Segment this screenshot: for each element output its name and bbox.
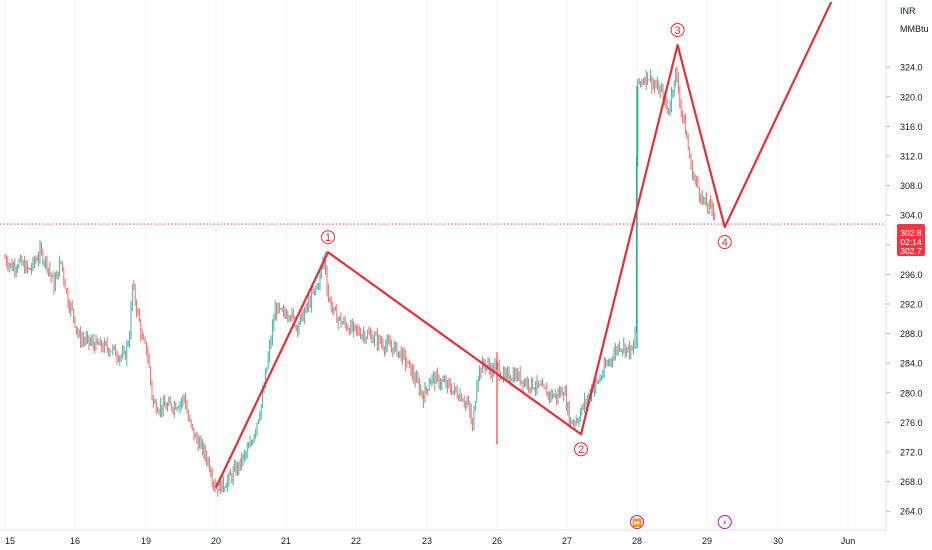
x-tick-label: 22 [351, 536, 361, 546]
x-tick-label: Jun [841, 536, 856, 546]
y-tick-label: 276.0 [900, 418, 923, 428]
unit-label: MMBtu [900, 24, 929, 34]
x-tick-label: 29 [702, 536, 712, 546]
bar-countdown: 02:14 [900, 237, 922, 247]
x-tick-label: 21 [281, 536, 291, 546]
wave-label-circle [717, 235, 732, 250]
x-tick-label: 16 [70, 536, 80, 546]
y-tick-label: 272.0 [900, 448, 923, 458]
y-tick-label: 288.0 [900, 329, 923, 339]
wave-path[interactable] [215, 1, 833, 488]
y-tick-label: 308.0 [900, 181, 923, 191]
y-tick-label: 264.0 [900, 507, 923, 517]
wave-label-1[interactable]: 1 [321, 230, 335, 245]
last-price-tag: 302.8 02:14 302.7 [897, 224, 925, 256]
currency-label: INR [900, 6, 916, 16]
x-tick-label: 19 [141, 536, 151, 546]
y-tick-label: 316.0 [900, 122, 923, 132]
wave-label-text: 1 [325, 232, 331, 244]
y-tick-label: 320.0 [900, 92, 923, 102]
wave-label-circle [321, 230, 335, 245]
flash-icon[interactable]: ⚡ [717, 515, 732, 529]
replay-icon-ring [630, 515, 644, 529]
wave-label-4[interactable]: 4 [717, 235, 732, 250]
y-tick-label: 324.0 [900, 63, 923, 73]
x-tick-label: 27 [562, 536, 572, 546]
wave-label-circle [670, 23, 685, 37]
price-axis[interactable]: INR MMBtu [885, 0, 932, 550]
wave-label-2[interactable]: 2 [574, 442, 588, 457]
y-tick-label: 296.0 [900, 270, 923, 280]
x-tick-label: 15 [5, 536, 15, 546]
y-tick-label: 284.0 [900, 359, 923, 369]
wave-label-text: 2 [578, 444, 584, 456]
flash-icon-glyph: ⚡ [722, 519, 728, 528]
x-tick-label: 26 [492, 536, 502, 546]
elliott-wave-drawing[interactable]: 12345 [215, 0, 838, 488]
wave-label-circle [574, 442, 588, 457]
y-tick-label: 280.0 [900, 388, 923, 398]
wave-label-text: 4 [722, 237, 728, 249]
y-tick-label: 304.0 [900, 211, 923, 221]
replay-icon-glyph: ⏩ [632, 518, 642, 528]
bid-price-value: 302.7 [900, 246, 922, 256]
time-axis-markers[interactable]: ⏩ ⚡ [630, 515, 732, 529]
last-price-value: 302.8 [900, 228, 922, 238]
y-tick-label: 312.0 [900, 152, 923, 162]
x-tick-label: 30 [773, 536, 783, 546]
y-tick-label: 268.0 [900, 477, 923, 487]
wave-label-text: 3 [675, 25, 681, 37]
gridlines [4, 0, 849, 530]
wave-label-3[interactable]: 3 [670, 23, 685, 38]
flash-icon-ring [717, 515, 732, 529]
y-tick-label: 292.0 [900, 300, 923, 310]
price-bars [4, 65, 716, 497]
x-tick-label: 28 [632, 536, 642, 546]
x-tick-label: 23 [422, 536, 432, 546]
replay-icon[interactable]: ⏩ [630, 515, 644, 529]
time-axis[interactable]: 15 16 19 20 21 22 23 26 27 28 29 30 Jun [0, 529, 886, 546]
x-tick-label: 20 [211, 536, 221, 546]
